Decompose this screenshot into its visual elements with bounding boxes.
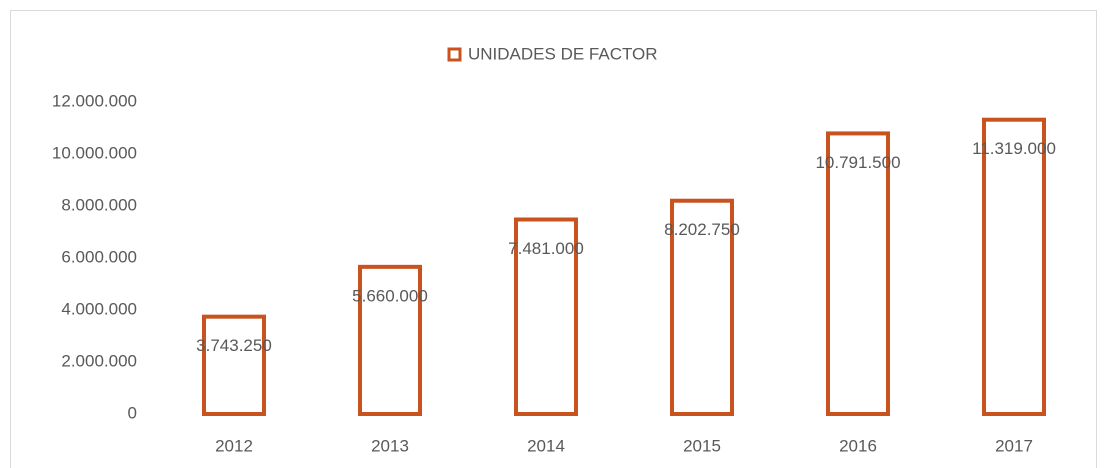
legend-label: UNIDADES DE FACTOR xyxy=(468,44,658,63)
x-tick-label: 2016 xyxy=(839,436,877,455)
data-label: 10.791.500 xyxy=(815,153,900,172)
data-label: 7.481.000 xyxy=(508,239,584,258)
bar xyxy=(202,314,266,417)
y-tick-label: 10.000.000 xyxy=(52,143,137,162)
y-tick-label: 2.000.000 xyxy=(61,351,137,370)
bar xyxy=(982,117,1046,417)
data-label: 3.743.250 xyxy=(196,336,272,355)
chart-frame xyxy=(10,10,1097,468)
y-tick-label: 12.000.000 xyxy=(52,91,137,110)
bar xyxy=(358,264,422,416)
data-label: 5.660.000 xyxy=(352,286,428,305)
bar xyxy=(514,217,578,416)
y-tick-label: 6.000.000 xyxy=(61,247,137,266)
x-tick-label: 2013 xyxy=(371,436,409,455)
y-tick-label: 8.000.000 xyxy=(61,195,137,214)
legend-swatch xyxy=(447,47,462,62)
x-tick-label: 2012 xyxy=(215,436,253,455)
data-label: 8.202.750 xyxy=(664,220,740,239)
bar xyxy=(670,198,734,416)
bar xyxy=(826,131,890,417)
y-tick-label: 4.000.000 xyxy=(61,299,137,318)
x-tick-label: 2017 xyxy=(995,436,1033,455)
data-label: 11.319.000 xyxy=(972,139,1056,158)
y-tick-label: 0 xyxy=(128,403,137,422)
x-tick-label: 2014 xyxy=(527,436,565,455)
x-tick-label: 2015 xyxy=(683,436,721,455)
